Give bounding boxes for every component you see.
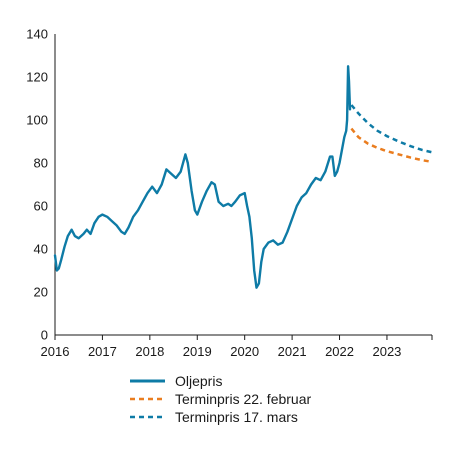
y-tick-label: 120 (26, 70, 48, 85)
x-tick-label: 2017 (88, 344, 117, 359)
y-tick-label: 100 (26, 113, 48, 128)
x-tick-label: 2021 (278, 344, 307, 359)
x-tick-label: 2019 (183, 344, 212, 359)
y-tick-label: 20 (34, 285, 48, 300)
x-tick-label: 2023 (372, 344, 401, 359)
y-axis: 0 20 40 60 80 100 120 140 (26, 27, 56, 343)
x-tick-label: 2020 (230, 344, 259, 359)
x-tick-label: 2016 (41, 344, 70, 359)
x-tick-label: 2018 (135, 344, 164, 359)
legend-label: Terminpris 22. februar (175, 391, 312, 407)
y-tick-label: 40 (34, 242, 48, 257)
y-tick-label: 80 (34, 156, 48, 171)
series-line-0 (53, 65, 352, 289)
series-line-1 (350, 127, 433, 164)
y-tick-label: 140 (26, 27, 48, 42)
series-layer (53, 65, 433, 289)
x-axis: 2016 2017 2018 2019 2020 2021 2022 2023 (41, 334, 433, 359)
legend-label: Terminpris 17. mars (175, 409, 298, 425)
series-line-2 (350, 104, 433, 154)
x-tick-label: 2022 (325, 344, 354, 359)
legend: Oljepris Terminpris 22. februar Terminpris… (130, 373, 312, 425)
legend-label: Oljepris (175, 373, 222, 389)
y-tick-label: 0 (41, 328, 48, 343)
y-tick-label: 60 (34, 199, 48, 214)
